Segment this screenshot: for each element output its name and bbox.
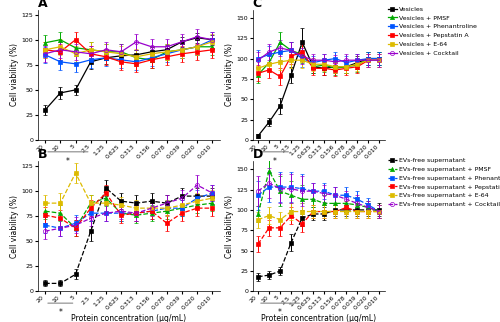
- Y-axis label: Cell viability (%): Cell viability (%): [225, 195, 234, 258]
- Text: *: *: [278, 308, 282, 317]
- Text: B: B: [38, 148, 47, 161]
- X-axis label: Protein concentration (µg/mL): Protein concentration (µg/mL): [71, 162, 186, 171]
- Text: D: D: [252, 148, 263, 161]
- X-axis label: Protein concentration (µg/mL): Protein concentration (µg/mL): [71, 314, 186, 322]
- Text: *: *: [66, 157, 70, 166]
- X-axis label: Protein concentration (µg/mL): Protein concentration (µg/mL): [261, 162, 376, 171]
- Legend: Vesicles, Vesicles + PMSF, Vesicles + Phenantroline, Vesicles + Pepstatin A, Ves: Vesicles, Vesicles + PMSF, Vesicles + Ph…: [388, 6, 476, 56]
- Text: *: *: [58, 308, 62, 317]
- Y-axis label: Cell viability (%): Cell viability (%): [10, 195, 19, 258]
- Y-axis label: Cell viability (%): Cell viability (%): [10, 43, 19, 106]
- Legend: EVs-free supernatant, EVs-free supernatant + PMSF, EVs-free supernatant + Phenan: EVs-free supernatant, EVs-free supernata…: [388, 158, 500, 207]
- Text: *: *: [272, 157, 276, 166]
- X-axis label: Protein concentration (µg/mL): Protein concentration (µg/mL): [261, 314, 376, 322]
- Y-axis label: Cell viability (%): Cell viability (%): [225, 43, 234, 106]
- Text: C: C: [252, 0, 262, 10]
- Text: A: A: [38, 0, 47, 10]
